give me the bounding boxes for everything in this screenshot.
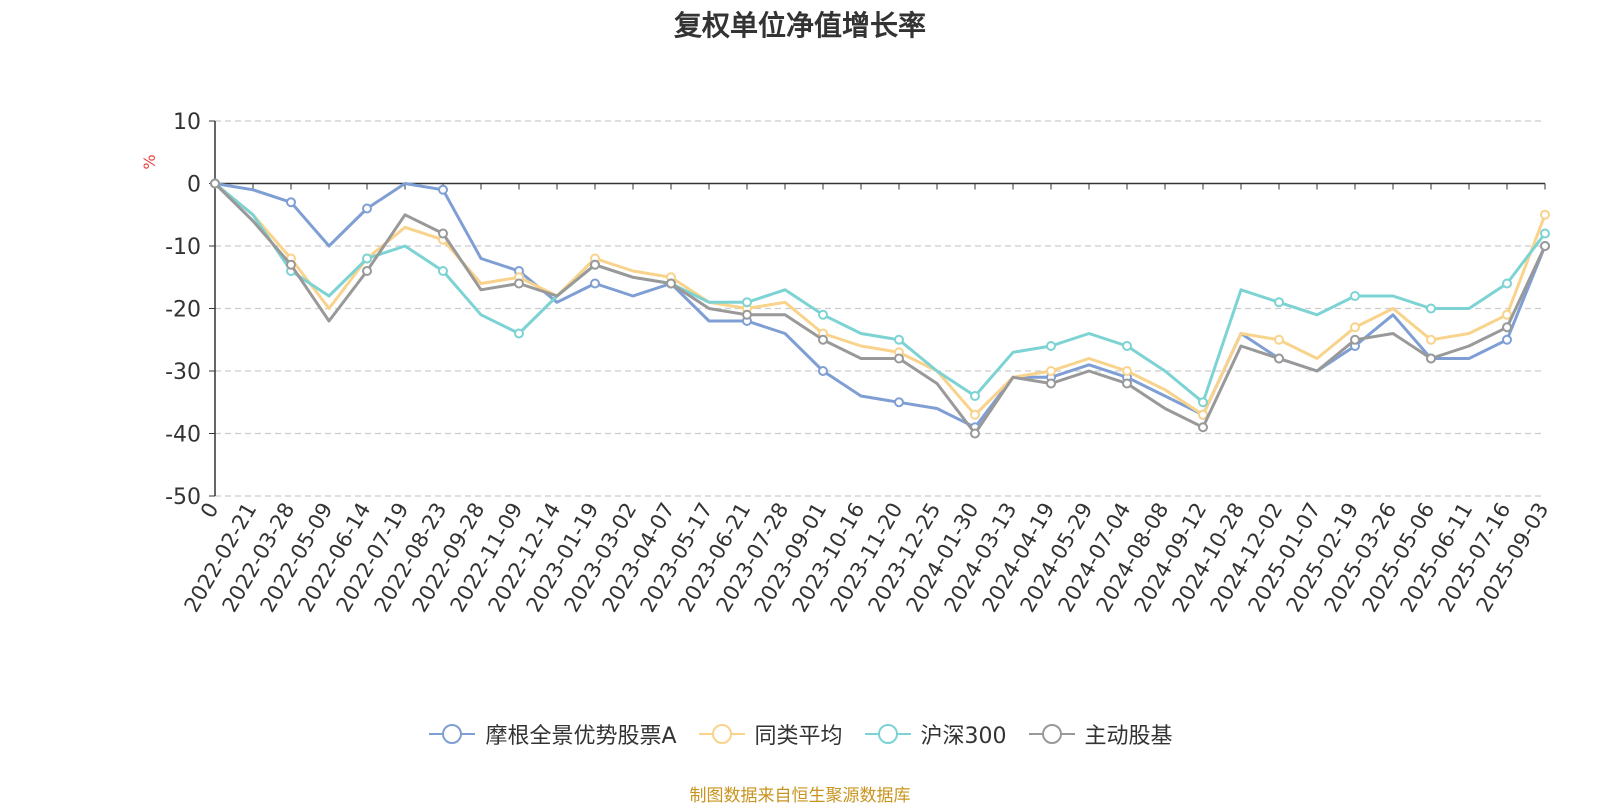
y-tick-label: -20: [165, 298, 201, 323]
chart-title: 复权单位净值增长率: [673, 9, 926, 42]
data-point: [1198, 397, 1208, 408]
legend-item[interactable]: 沪深300: [863, 718, 1007, 750]
data-point: [818, 366, 828, 376]
data-point: [1046, 366, 1056, 376]
data-point: [210, 178, 220, 189]
data-point: [970, 428, 980, 439]
legend-label: 摩根全景优势股票A: [485, 724, 677, 749]
legend-label: 同类平均: [754, 724, 843, 749]
data-point: [1274, 334, 1284, 345]
gridlines: [215, 120, 1545, 497]
legend: 摩根全景优势股票A 同类平均 沪深300 主动股基: [0, 718, 1600, 750]
data-point: [1122, 378, 1132, 389]
legend-item[interactable]: 主动股基: [1027, 718, 1173, 750]
data-point: [894, 397, 904, 408]
data-point: [1122, 366, 1132, 376]
y-tick-label: -30: [165, 360, 201, 385]
data-point: [590, 278, 600, 289]
data-point: [1350, 291, 1360, 301]
data-point: [1274, 297, 1284, 308]
data-point: [1274, 353, 1284, 364]
y-tick-label: -50: [165, 485, 201, 510]
data-point: [438, 266, 448, 276]
data-point: [1426, 353, 1436, 364]
data-point: [1046, 341, 1056, 351]
data-point: [362, 203, 372, 214]
data-point: [894, 353, 904, 364]
data-point: [1502, 322, 1512, 333]
data-point: [742, 297, 752, 308]
data-point: [1502, 309, 1512, 320]
data-point: [514, 328, 524, 339]
legend-label: 沪深300: [920, 724, 1007, 749]
x-tick-label: 0: [196, 499, 223, 523]
data-point: [362, 253, 372, 264]
series-line-2: [214, 182, 1547, 404]
data-point: [590, 259, 600, 270]
data-point: [1540, 209, 1550, 220]
data-point: [286, 197, 296, 208]
legend-marker-icon: [429, 724, 476, 744]
series-line-1: [214, 182, 1547, 417]
data-point: [894, 334, 904, 345]
data-point: [970, 391, 980, 401]
axes: 100-10-20-30-40-5002022-02-212022-03-282…: [165, 110, 1553, 616]
y-tick-label: 0: [187, 173, 201, 198]
data-point: [1502, 278, 1512, 289]
data-point: [1540, 241, 1550, 251]
y-axis-unit: %: [140, 154, 159, 169]
legend-item[interactable]: 同类平均: [697, 718, 843, 750]
legend-label: 主动股基: [1084, 724, 1173, 749]
series-layer: [210, 178, 1550, 439]
data-point: [286, 259, 296, 270]
y-tick-label: -10: [165, 235, 201, 260]
data-point: [514, 278, 524, 289]
data-point: [1426, 334, 1436, 345]
series-line-3: [213, 182, 1547, 435]
data-point: [362, 266, 372, 276]
data-point: [818, 309, 828, 320]
data-point: [666, 278, 676, 289]
legend-marker-icon: [698, 724, 745, 744]
data-point: [1502, 334, 1512, 345]
data-point: [1540, 228, 1550, 239]
legend-marker-icon: [1028, 724, 1075, 744]
data-point: [1046, 378, 1056, 389]
data-point: [818, 334, 828, 345]
data-point: [1426, 303, 1436, 314]
data-point: [438, 184, 448, 195]
legend-marker-icon: [864, 724, 911, 744]
data-point: [1350, 334, 1360, 345]
data-point: [1198, 422, 1208, 433]
data-point: [438, 228, 448, 239]
data-point: [742, 309, 752, 320]
data-point: [1122, 341, 1132, 351]
legend-item[interactable]: 摩根全景优势股票A: [427, 718, 677, 750]
data-point: [1198, 409, 1208, 420]
source-note: 制图数据来自恒生聚源数据库: [689, 786, 911, 806]
y-tick-label: -40: [165, 423, 201, 448]
data-point: [1350, 322, 1360, 333]
data-point: [970, 409, 980, 420]
y-tick-label: 10: [173, 110, 201, 135]
